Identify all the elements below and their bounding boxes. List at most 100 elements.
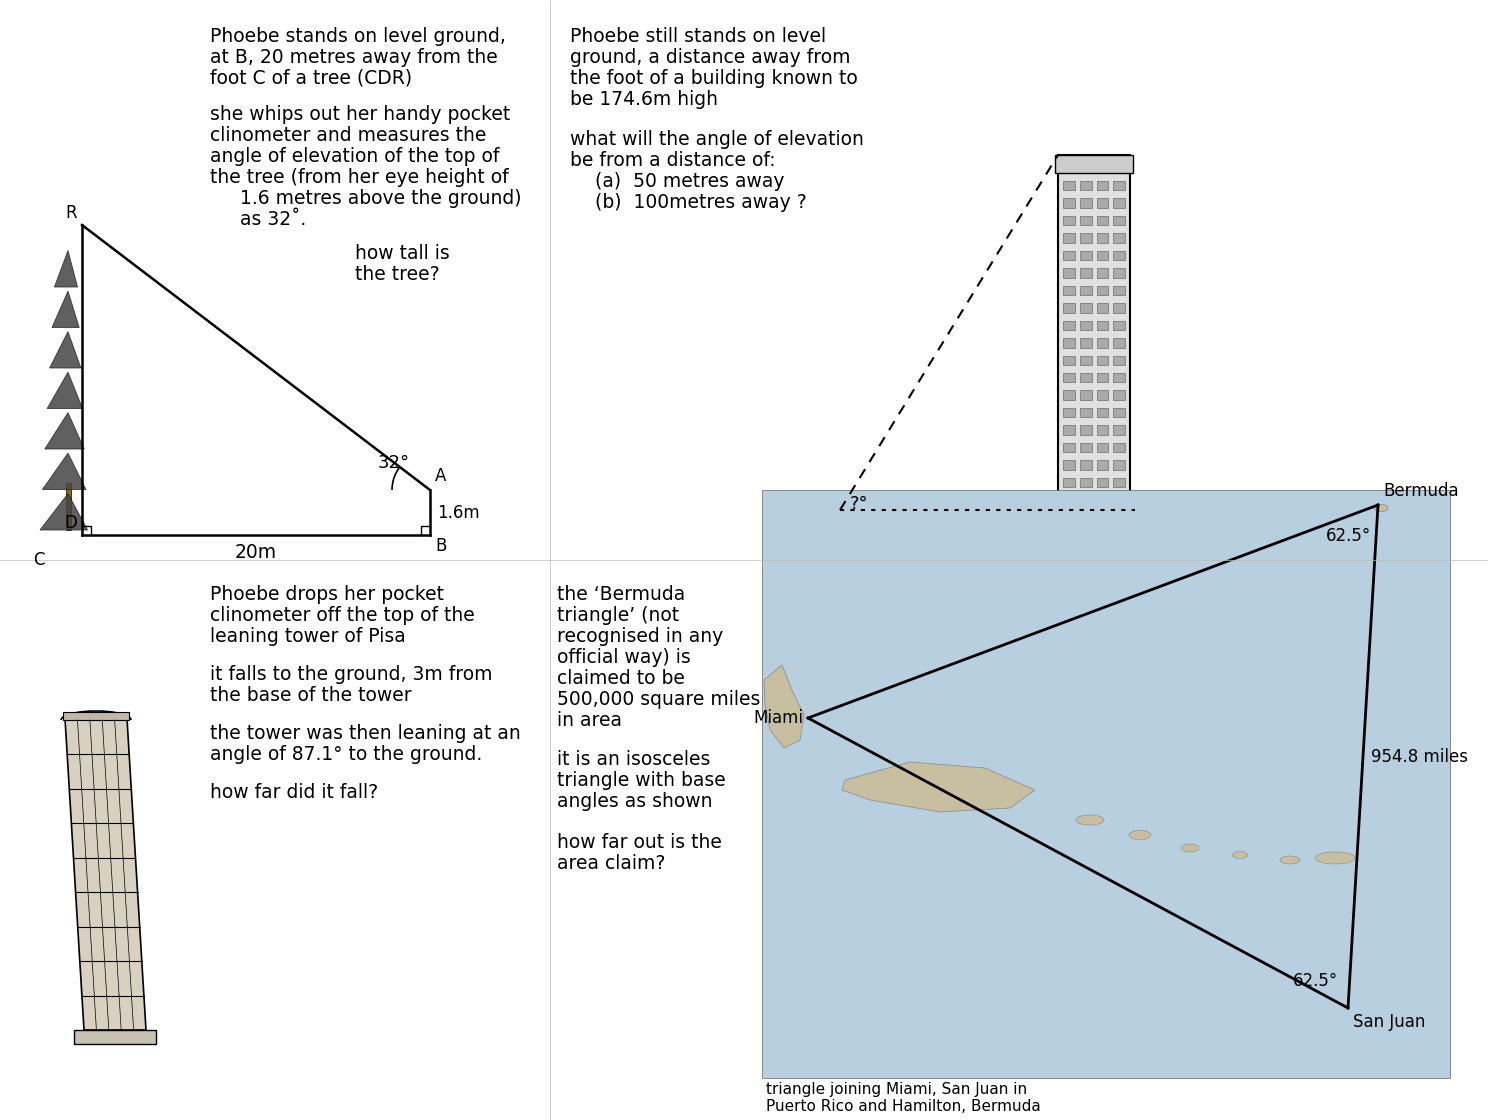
Text: triangle joining Miami, San Juan in
Puerto Rico and Hamilton, Bermuda: triangle joining Miami, San Juan in Puer… xyxy=(766,1082,1040,1114)
Bar xyxy=(1097,338,1109,347)
Bar xyxy=(74,1030,156,1044)
Bar xyxy=(1062,373,1074,382)
Text: leaning tower of Pisa: leaning tower of Pisa xyxy=(210,627,406,646)
Text: triangle’ (not: triangle’ (not xyxy=(557,606,679,625)
Bar xyxy=(1062,477,1074,487)
Text: how far did it fall?: how far did it fall? xyxy=(210,783,378,802)
Bar xyxy=(1113,355,1125,365)
Bar xyxy=(1097,251,1109,260)
Bar xyxy=(1113,216,1125,225)
Bar xyxy=(1097,269,1109,278)
Bar xyxy=(1113,269,1125,278)
Text: angle of 87.1° to the ground.: angle of 87.1° to the ground. xyxy=(210,745,482,764)
Text: claimed to be: claimed to be xyxy=(557,669,684,688)
Bar xyxy=(1062,233,1074,243)
Bar xyxy=(1097,286,1109,296)
Text: angles as shown: angles as shown xyxy=(557,792,713,811)
Bar xyxy=(65,483,71,530)
Bar xyxy=(1097,320,1109,330)
Text: 1.6m: 1.6m xyxy=(437,504,479,522)
Bar xyxy=(1080,355,1092,365)
Bar xyxy=(1062,495,1074,504)
Bar xyxy=(1062,304,1074,312)
Text: angle of elevation of the top of: angle of elevation of the top of xyxy=(210,147,500,166)
Text: (b)  100metres away ?: (b) 100metres away ? xyxy=(595,193,806,212)
Bar xyxy=(1097,198,1109,208)
Text: Phoebe stands on level ground,: Phoebe stands on level ground, xyxy=(210,27,506,46)
Bar xyxy=(1097,391,1109,400)
Bar xyxy=(1113,391,1125,400)
Bar xyxy=(1062,391,1074,400)
Text: 32°: 32° xyxy=(378,454,411,472)
Bar xyxy=(1097,233,1109,243)
Bar xyxy=(1113,251,1125,260)
Bar xyxy=(1097,442,1109,452)
Bar xyxy=(1080,304,1092,312)
Bar xyxy=(1080,426,1092,435)
Text: how far out is the: how far out is the xyxy=(557,833,722,852)
Bar xyxy=(1080,181,1092,190)
Text: foot C of a tree (CDR): foot C of a tree (CDR) xyxy=(210,69,412,88)
Text: area claim?: area claim? xyxy=(557,853,665,872)
Bar xyxy=(1080,338,1092,347)
Bar xyxy=(1080,286,1092,296)
Text: as 32˚.: as 32˚. xyxy=(240,211,307,228)
Text: 954.8 miles: 954.8 miles xyxy=(1370,747,1469,765)
Bar xyxy=(1097,460,1109,469)
Polygon shape xyxy=(49,332,80,368)
Bar xyxy=(1113,286,1125,296)
Bar xyxy=(1113,477,1125,487)
Bar xyxy=(1097,355,1109,365)
Bar xyxy=(1113,233,1125,243)
Ellipse shape xyxy=(1129,831,1152,840)
Bar xyxy=(1080,233,1092,243)
Bar xyxy=(762,491,1449,1077)
Bar xyxy=(1062,286,1074,296)
Text: Phoebe drops her pocket: Phoebe drops her pocket xyxy=(210,585,443,604)
Text: official way) is: official way) is xyxy=(557,648,690,668)
Bar xyxy=(1080,320,1092,330)
Bar xyxy=(1113,181,1125,190)
Text: the base of the tower: the base of the tower xyxy=(210,685,412,704)
Ellipse shape xyxy=(1232,851,1247,859)
Bar xyxy=(1062,251,1074,260)
Bar xyxy=(1080,391,1092,400)
Bar xyxy=(1080,198,1092,208)
Bar xyxy=(1062,269,1074,278)
Text: it falls to the ground, 3m from: it falls to the ground, 3m from xyxy=(210,665,493,684)
Polygon shape xyxy=(42,454,86,489)
Bar xyxy=(1113,513,1125,522)
Bar xyxy=(1113,495,1125,504)
Bar xyxy=(1113,304,1125,312)
Text: D: D xyxy=(64,514,77,532)
Text: clinometer and measures the: clinometer and measures the xyxy=(210,127,487,144)
Polygon shape xyxy=(48,372,82,409)
Bar xyxy=(1113,408,1125,418)
Bar xyxy=(1062,338,1074,347)
Bar xyxy=(1055,155,1132,172)
Bar xyxy=(1113,442,1125,452)
Text: triangle with base: triangle with base xyxy=(557,771,726,790)
Text: C: C xyxy=(34,551,45,569)
Bar xyxy=(1113,338,1125,347)
Bar xyxy=(1080,269,1092,278)
Bar xyxy=(1080,408,1092,418)
Text: B: B xyxy=(434,536,446,556)
Ellipse shape xyxy=(1181,844,1199,852)
Bar xyxy=(1113,198,1125,208)
Ellipse shape xyxy=(1315,852,1356,864)
Text: at B, 20 metres away from the: at B, 20 metres away from the xyxy=(210,48,498,67)
Bar xyxy=(1097,304,1109,312)
Bar xyxy=(1062,181,1074,190)
Polygon shape xyxy=(842,762,1036,812)
Bar xyxy=(1097,181,1109,190)
Text: it is an isosceles: it is an isosceles xyxy=(557,750,710,769)
Ellipse shape xyxy=(1373,504,1388,512)
Text: ground, a distance away from: ground, a distance away from xyxy=(570,48,851,67)
Text: ?°: ?° xyxy=(850,495,869,513)
Polygon shape xyxy=(52,291,79,327)
Polygon shape xyxy=(40,494,88,530)
Bar xyxy=(1097,477,1109,487)
Text: the ‘Bermuda: the ‘Bermuda xyxy=(557,585,686,604)
Bar xyxy=(1097,495,1109,504)
